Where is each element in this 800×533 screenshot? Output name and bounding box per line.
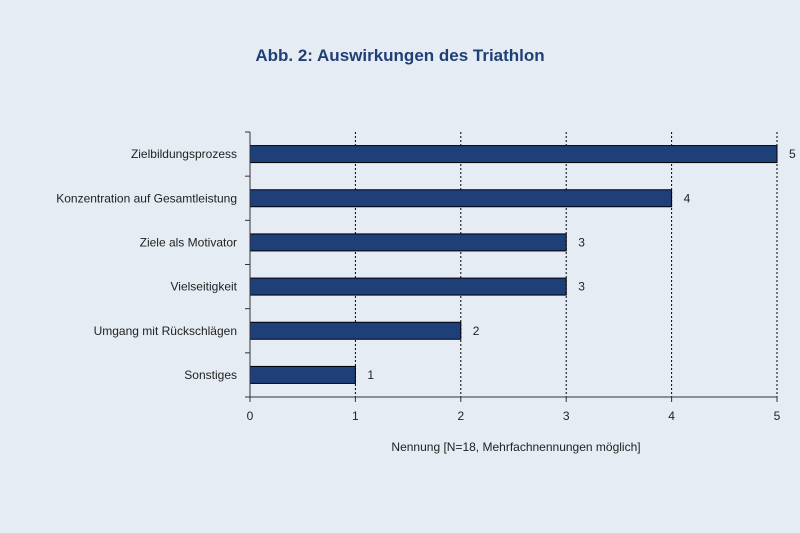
chart-title: Abb. 2: Auswirkungen des Triathlon bbox=[255, 46, 545, 65]
data-label-6: 1 bbox=[367, 368, 374, 382]
bar-1 bbox=[249, 145, 778, 164]
data-label-4: 3 bbox=[578, 280, 585, 294]
x-tick-label-0: 0 bbox=[247, 409, 254, 423]
x-tick-label-2: 2 bbox=[457, 409, 464, 423]
axes bbox=[245, 131, 778, 402]
bar-5 bbox=[249, 321, 462, 340]
bar-3 bbox=[249, 233, 567, 252]
category-label-4: Vielseitigkeit bbox=[171, 280, 238, 294]
bar-2 bbox=[249, 189, 673, 208]
category-label-3: Ziele als Motivator bbox=[140, 235, 237, 249]
bars bbox=[249, 145, 778, 384]
category-label-1: Zielbildungsprozess bbox=[131, 147, 237, 161]
x-tick-label-3: 3 bbox=[563, 409, 570, 423]
labels: 0 1 2 3 4 5 Zielbildungsprozess 5 Konzentration … bbox=[56, 147, 796, 423]
x-axis-title: Nennung [N=18, Mehrfachnennungen möglich… bbox=[391, 440, 640, 454]
bar-6 bbox=[249, 365, 356, 384]
category-label-6: Sonstiges bbox=[184, 368, 237, 382]
data-label-1: 5 bbox=[789, 147, 796, 161]
bar-4 bbox=[249, 277, 567, 296]
x-tick-label-4: 4 bbox=[668, 409, 675, 423]
category-label-5: Umgang mit Rückschlägen bbox=[94, 324, 237, 338]
data-label-2: 4 bbox=[684, 191, 691, 205]
data-label-3: 3 bbox=[578, 235, 585, 249]
data-label-5: 2 bbox=[473, 324, 480, 338]
category-label-2: Konzentration auf Gesamtleistung bbox=[56, 191, 237, 205]
x-tick-label-5: 5 bbox=[774, 409, 781, 423]
grid-lines bbox=[354, 132, 778, 397]
x-tick-label-1: 1 bbox=[352, 409, 359, 423]
